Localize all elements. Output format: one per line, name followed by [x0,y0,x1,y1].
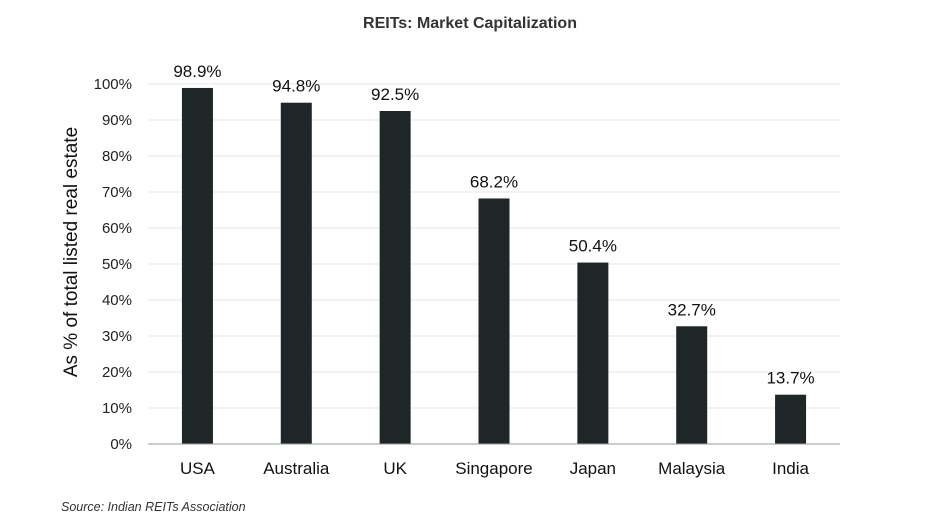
y-tick-label: 10% [102,400,132,417]
bar [379,111,411,444]
data-label: 32.7% [668,300,716,319]
data-label: 13.7% [766,369,814,388]
bar [676,326,708,444]
bar [280,102,312,444]
data-label: 94.8% [272,77,320,96]
x-tick-label: India [772,459,809,478]
y-tick-label: 40% [102,292,132,309]
y-tick-label: 0% [110,436,132,453]
source-note: Source: Indian REITs Association [61,500,246,514]
bars [181,87,807,445]
x-axis-categories: USA Australia UK Singapore Japan Malaysia Indi… [180,459,810,478]
bar [577,262,609,444]
x-tick-label: Australia [263,459,330,478]
data-labels: 98.9% 94.8% 92.5% 68.2% 50.4% 32.7% 13.7% [173,62,814,388]
x-tick-label: Malaysia [658,459,726,478]
y-tick-label: 50% [102,256,132,273]
y-tick-label: 60% [102,220,132,237]
y-tick-label: 70% [102,184,132,201]
bar [775,394,807,444]
y-tick-label: 30% [102,328,132,345]
data-label: 92.5% [371,85,419,104]
y-axis-label: As % of total listed real estate [61,127,82,377]
data-label: 50.4% [569,237,617,256]
bar [181,87,213,445]
x-tick-label: UK [383,459,407,478]
bar [478,198,510,444]
bar-chart: REITs: Market Capitalization 0% 10% 20% 30%… [61,15,840,478]
x-tick-label: Singapore [455,459,533,478]
x-tick-label: Japan [570,459,616,478]
x-tick-label: USA [180,459,216,478]
y-axis-ticks: 0% 10% 20% 30% 40% 50% 60% 70% 80% 90% 100% [94,76,132,453]
data-label: 98.9% [173,62,221,81]
y-tick-label: 80% [102,148,132,165]
y-tick-label: 100% [94,76,132,93]
y-tick-label: 20% [102,364,132,381]
chart-title: REITs: Market Capitalization [363,15,577,32]
data-label: 68.2% [470,172,518,191]
y-tick-label: 90% [102,112,132,129]
